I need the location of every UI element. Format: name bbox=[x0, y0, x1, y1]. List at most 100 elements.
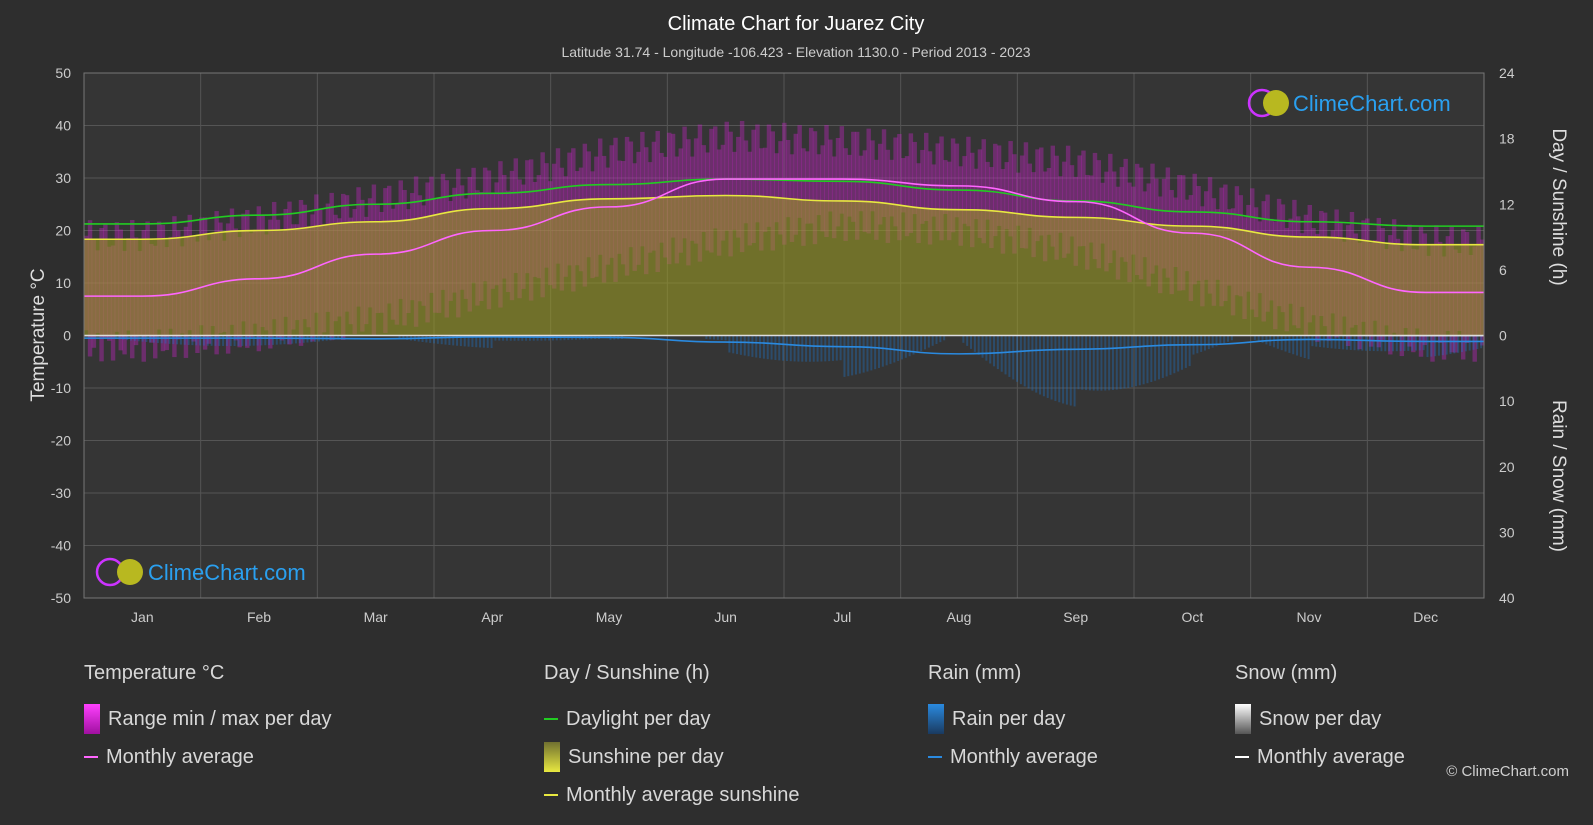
rain-bar bbox=[283, 335, 286, 345]
brand-logo-bottom[interactable]: ClimeChart.com bbox=[95, 557, 306, 587]
rain-bar bbox=[1215, 335, 1218, 347]
rain-bar bbox=[505, 335, 508, 341]
temp-range-bar bbox=[670, 133, 676, 238]
temp-range-bar bbox=[816, 154, 822, 216]
legend-sunshine-title: Day / Sunshine (h) bbox=[544, 662, 710, 684]
right-bottom-tick-label: 10 bbox=[1499, 393, 1515, 409]
temp-range-bar bbox=[954, 143, 960, 218]
rain-bar bbox=[1361, 335, 1364, 351]
temp-range-bar bbox=[709, 128, 714, 253]
legend-temperature: Temperature °C Range min / max per day M… bbox=[84, 662, 331, 776]
rain-bar bbox=[1380, 335, 1383, 352]
sunshine-avg-swatch bbox=[544, 794, 558, 796]
rain-bar bbox=[1031, 335, 1034, 391]
rain-bar bbox=[456, 335, 459, 346]
temp-range-bar bbox=[762, 147, 768, 232]
temp-range-bar bbox=[1131, 186, 1136, 255]
rain-bar bbox=[1219, 335, 1222, 345]
month-tick-label: Oct bbox=[1181, 609, 1203, 625]
rain-bar bbox=[291, 335, 294, 344]
legend-temp-range[interactable]: Range min / max per day bbox=[84, 700, 331, 738]
legend-sunshine-avg[interactable]: Monthly average sunshine bbox=[544, 776, 799, 814]
rain-bar bbox=[1365, 335, 1368, 351]
rain-bar bbox=[444, 335, 447, 345]
logo-sun-icon bbox=[117, 559, 143, 585]
temp-range-bar bbox=[820, 145, 825, 232]
temp-range-bar bbox=[828, 139, 833, 212]
brand-logo-top[interactable]: ClimeChart.com bbox=[1247, 88, 1451, 118]
temp-range-bar bbox=[778, 141, 783, 235]
right-top-tick-label: 24 bbox=[1499, 65, 1515, 81]
rain-bar bbox=[1119, 335, 1122, 390]
rain-bar bbox=[939, 335, 942, 343]
rain-bar bbox=[402, 335, 405, 340]
rain-bar bbox=[210, 335, 213, 346]
daylight-line bbox=[84, 178, 1484, 227]
rain-bar bbox=[1230, 335, 1233, 341]
rain-bar bbox=[229, 335, 232, 346]
legend-snow-avg[interactable]: Monthly average bbox=[1235, 738, 1405, 776]
rain-bar bbox=[847, 335, 850, 377]
rain-bar bbox=[398, 335, 401, 339]
rain-bar bbox=[1280, 335, 1283, 351]
rain-bar bbox=[1426, 335, 1429, 358]
left-tick-label: -50 bbox=[51, 590, 71, 606]
rain-bar bbox=[751, 335, 754, 357]
temp-range-bar bbox=[1165, 167, 1171, 278]
rain-bar bbox=[1154, 335, 1157, 381]
month-tick-label: Jan bbox=[131, 609, 154, 625]
rain-bar bbox=[429, 335, 432, 343]
rain-bar bbox=[551, 335, 554, 341]
rain-bar bbox=[874, 335, 877, 370]
rain-bar bbox=[912, 335, 915, 355]
temp-range-bar bbox=[1108, 153, 1113, 263]
temp-range-bar bbox=[881, 129, 887, 217]
rain-bar bbox=[1399, 335, 1402, 352]
legend-rain-avg[interactable]: Monthly average bbox=[928, 738, 1098, 776]
temp-range-bar bbox=[793, 133, 799, 235]
rain-bar bbox=[747, 335, 750, 357]
temp-range-bar bbox=[970, 152, 975, 248]
rain-bar bbox=[1188, 335, 1191, 367]
right-top-axis-label: Day / Sunshine (h) bbox=[1548, 128, 1569, 285]
legend-daylight[interactable]: Daylight per day bbox=[544, 700, 799, 738]
rain-bar bbox=[755, 335, 758, 358]
temp-range-bar bbox=[831, 156, 837, 239]
rain-bar bbox=[195, 335, 198, 346]
rain-bar bbox=[720, 335, 723, 341]
rain-bar bbox=[1012, 335, 1015, 380]
legend-rain-day[interactable]: Rain per day bbox=[928, 700, 1098, 738]
rain-bar bbox=[935, 335, 938, 344]
rain-bar bbox=[908, 335, 911, 357]
temp-range-bar bbox=[924, 132, 929, 222]
rain-bar bbox=[502, 335, 505, 341]
rain-bar bbox=[1292, 335, 1295, 355]
right-bottom-tick-label: 40 bbox=[1499, 590, 1515, 606]
rain-bar bbox=[164, 335, 167, 344]
rain-bar bbox=[716, 335, 719, 340]
rain-bar bbox=[724, 335, 727, 341]
temp-range-bar bbox=[973, 168, 979, 220]
rain-bar bbox=[1027, 335, 1030, 389]
legend-sunshine-day[interactable]: Sunshine per day bbox=[544, 738, 799, 776]
rain-bar bbox=[1342, 335, 1345, 350]
rain-bar bbox=[793, 335, 796, 362]
rain-bar bbox=[989, 335, 992, 364]
sunshine-avg-line bbox=[83, 194, 1484, 246]
temp-range-bar bbox=[766, 124, 772, 227]
legend-snow-day[interactable]: Snow per day bbox=[1235, 700, 1405, 738]
rain-bar bbox=[739, 335, 742, 355]
rain-bar bbox=[1261, 335, 1264, 343]
rain-bar bbox=[1326, 335, 1329, 348]
temp-range-bar bbox=[927, 151, 933, 245]
rain-bar bbox=[897, 335, 900, 361]
sunshine-area bbox=[84, 195, 1484, 336]
rain-bar bbox=[271, 335, 274, 345]
temp-range-bar bbox=[1012, 154, 1017, 254]
rain-bar bbox=[436, 335, 439, 344]
temp-range-bar bbox=[847, 154, 852, 217]
legend-temp-avg[interactable]: Monthly average bbox=[84, 738, 331, 776]
rain-bar bbox=[1476, 335, 1479, 350]
rain-bar bbox=[1276, 335, 1279, 349]
